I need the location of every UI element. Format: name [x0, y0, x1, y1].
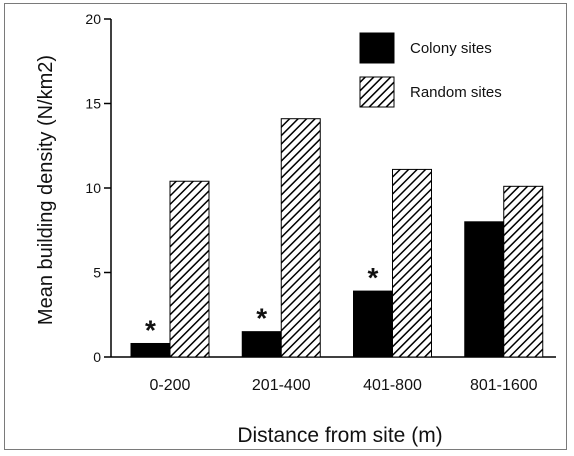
legend-swatch-random	[359, 76, 395, 108]
significance-star: *	[256, 303, 267, 334]
x-axis-label: Distance from site (m)	[237, 424, 442, 447]
significance-star: *	[145, 314, 156, 345]
y-ticks: 0 5 10 15 20	[85, 11, 111, 365]
bar-colony-0-200	[130, 342, 171, 358]
significance-star: *	[368, 262, 379, 293]
x-tick-label: 401-800	[363, 377, 422, 394]
bar-colony-401-800	[353, 290, 393, 358]
x-tick-label: 801-1600	[470, 377, 538, 394]
plot-area: 0 5 10 15 20 * * * 0-200 201-400 401-800 801-1600	[85, 11, 556, 394]
y-axis-label: Mean building density (N/km2)	[35, 55, 57, 325]
bar-random-201-400	[280, 118, 321, 358]
bars	[130, 118, 544, 358]
legend-label: Colony sites	[410, 40, 492, 57]
bar-random-401-800	[392, 168, 432, 358]
bar-random-801-1600	[503, 185, 544, 358]
y-tick-label: 5	[93, 265, 101, 281]
y-tick-label: 0	[93, 349, 101, 365]
x-tick-label: 201-400	[252, 377, 311, 394]
bar-colony-201-400	[241, 331, 282, 358]
bar-random-0-200	[169, 180, 210, 358]
x-tick-labels: 0-200 201-400 401-800 801-1600	[150, 377, 538, 394]
x-tick-label: 0-200	[150, 377, 191, 394]
significance-marks: * * *	[145, 262, 379, 345]
legend-label: Random sites	[410, 84, 502, 101]
bar-colony-801-1600	[464, 221, 505, 358]
legend-swatch-colony	[359, 32, 395, 64]
y-tick-label: 15	[85, 96, 101, 112]
y-tick-label: 10	[85, 180, 101, 196]
legend: Colony sites Random sites	[359, 32, 502, 108]
y-tick-label: 20	[85, 11, 101, 27]
